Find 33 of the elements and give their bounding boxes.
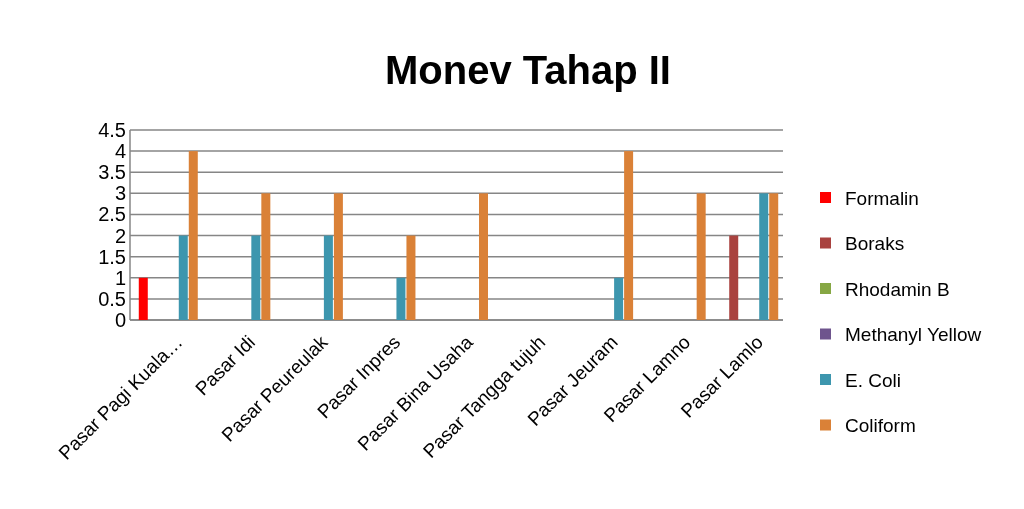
bar — [479, 193, 488, 320]
bar — [624, 151, 634, 320]
bar — [178, 235, 188, 320]
bar — [696, 193, 706, 320]
y-tick-label: 2.5 — [98, 203, 126, 226]
legend-label: Rhodamin B — [845, 278, 950, 300]
y-tick-label: 3.5 — [98, 161, 126, 184]
legend-label: E. Coli — [845, 369, 901, 391]
bar — [261, 193, 271, 320]
y-tick-label: 4.5 — [98, 119, 126, 141]
bar — [406, 235, 416, 320]
legend-label: Boraks — [845, 233, 905, 255]
bar — [138, 277, 148, 320]
bar — [729, 235, 739, 320]
bar — [323, 235, 333, 320]
bar — [333, 193, 343, 320]
y-tick-label: 3 — [114, 182, 126, 205]
y-tick-label: 0.5 — [98, 287, 126, 310]
bar — [188, 151, 198, 320]
bar — [396, 277, 406, 320]
bar — [251, 235, 261, 320]
y-tick-label: 1.5 — [98, 245, 126, 268]
legend-label: Formalin — [845, 187, 919, 209]
bar — [769, 193, 779, 320]
y-tick-label: 4 — [114, 140, 126, 163]
y-tick-label: 2 — [114, 224, 126, 247]
bar — [759, 193, 769, 320]
y-tick-label: 1 — [114, 266, 126, 289]
chart-title: Monev Tahap II — [385, 48, 671, 92]
legend-label: Methanyl Yellow — [845, 324, 982, 346]
legend-label: Coliform — [845, 415, 916, 437]
y-tick-label: 0 — [114, 309, 126, 331]
bar — [614, 277, 624, 320]
